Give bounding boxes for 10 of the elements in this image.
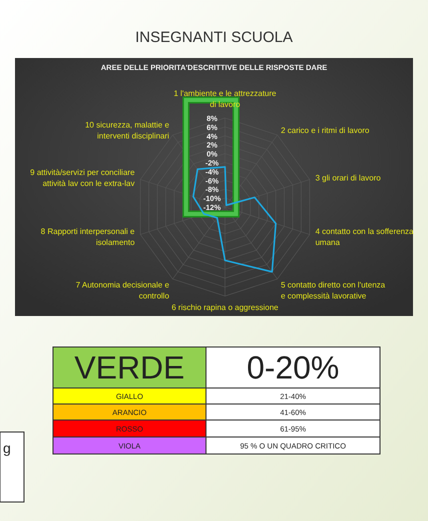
spoke-label: 5 contatto diretto con l'utenza e complessità lavorative bbox=[280, 280, 386, 300]
spoke-label: 3 gli orari di lavoro bbox=[315, 174, 382, 183]
text: g bbox=[3, 440, 11, 456]
spoke-label: 10 sicurezza, malattie e interventi disciplinari bbox=[85, 120, 170, 141]
chart-title: INSEGNANTI SCUOLA bbox=[135, 29, 293, 46]
spoke-label: 9 attività/servizi per conciliare attività lav con le extra-lav bbox=[30, 168, 136, 188]
spoke-label: 8 Rapporti interpersonali e isolamento bbox=[40, 226, 136, 247]
spoke-label: 7 Autonomia decisionale e controllo bbox=[76, 280, 170, 300]
spoke-label: 2 carico e i ritmi di lavoro bbox=[280, 126, 370, 136]
spoke-label: 6 rischio rapina o aggressione bbox=[172, 303, 279, 312]
